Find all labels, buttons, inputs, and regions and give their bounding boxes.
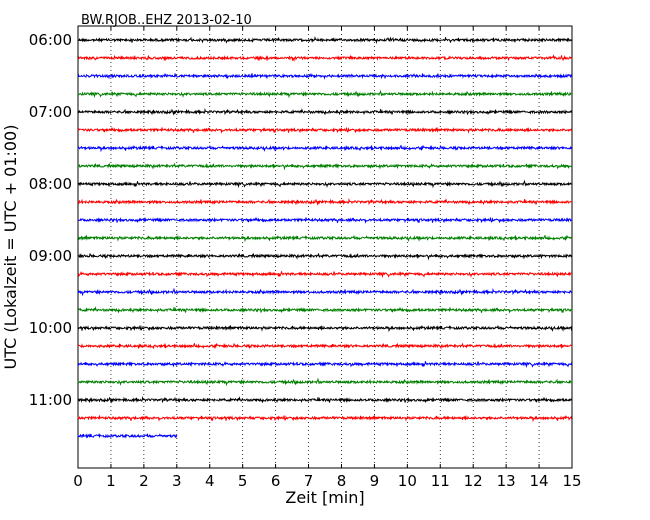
trace-line xyxy=(77,144,572,153)
trace-line xyxy=(77,342,573,350)
x-tick-label: 11 xyxy=(431,472,450,490)
trace-line xyxy=(77,415,573,423)
x-axis-ticks: 0 1 2 3 4 5 6 7 8 9 10 11 12 13 14 15 xyxy=(73,26,582,490)
x-tick-label: 3 xyxy=(172,472,182,490)
trace-line xyxy=(77,377,573,387)
grid-lines xyxy=(110,26,540,468)
trace-line xyxy=(77,287,573,297)
trace-line xyxy=(77,107,573,116)
y-tick-label: 08:00 xyxy=(29,175,72,193)
trace-line xyxy=(77,54,573,63)
x-tick-label: 1 xyxy=(106,472,116,490)
x-tick-label: 4 xyxy=(205,472,215,490)
trace-line xyxy=(77,36,573,45)
y-axis-label: UTC (Lokalzeit = UTC + 01:00) xyxy=(1,125,20,370)
trace-line xyxy=(77,395,573,404)
x-tick-label: 6 xyxy=(271,472,281,490)
trace-line xyxy=(77,197,573,206)
x-tick-label: 15 xyxy=(562,472,581,490)
chart-title: BW.RJOB..EHZ 2013-02-10 xyxy=(81,13,252,28)
trace-line xyxy=(77,252,573,261)
x-axis-label: Zeit [min] xyxy=(285,488,364,507)
trace-line xyxy=(77,126,573,134)
trace-line xyxy=(77,216,573,224)
trace-line xyxy=(77,72,573,80)
y-axis-ticks: 06:00 07:00 08:00 09:00 10:00 11:00 xyxy=(29,31,572,409)
y-tick-label: 09:00 xyxy=(29,247,72,265)
x-tick-label: 14 xyxy=(530,472,549,490)
trace-line xyxy=(77,162,573,171)
x-tick-label: 12 xyxy=(464,472,483,490)
y-tick-label: 07:00 xyxy=(29,103,72,121)
x-tick-label: 0 xyxy=(73,472,83,490)
trace-line xyxy=(77,361,573,369)
x-tick-label: 8 xyxy=(337,472,347,490)
trace-line xyxy=(77,179,573,189)
x-tick-label: 10 xyxy=(398,472,417,490)
plot-frame xyxy=(77,25,573,469)
y-tick-label: 06:00 xyxy=(29,31,72,49)
x-tick-label: 5 xyxy=(238,472,248,490)
trace-line xyxy=(77,305,573,314)
trace-line xyxy=(77,324,573,333)
seismic-traces xyxy=(77,36,573,439)
trace-line xyxy=(77,433,178,439)
x-tick-label: 13 xyxy=(497,472,516,490)
trace-line xyxy=(77,89,573,99)
trace-line xyxy=(77,271,573,279)
x-tick-label: 9 xyxy=(370,472,380,490)
y-tick-label: 10:00 xyxy=(29,319,72,337)
trace-line xyxy=(77,234,573,243)
y-tick-label: 11:00 xyxy=(29,391,72,409)
x-tick-label: 7 xyxy=(304,472,314,490)
x-tick-label: 2 xyxy=(139,472,149,490)
